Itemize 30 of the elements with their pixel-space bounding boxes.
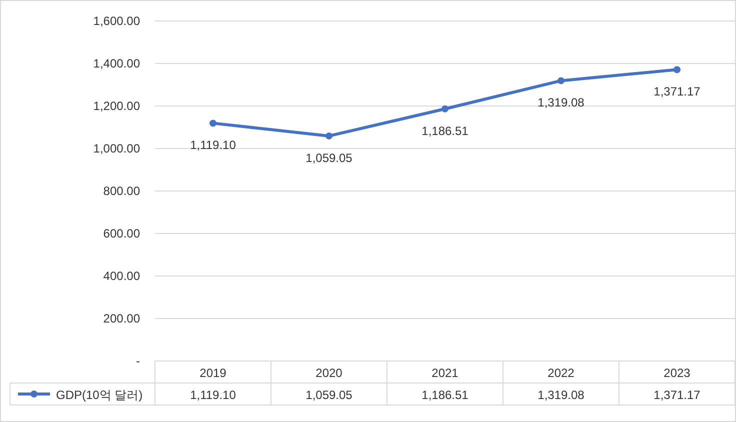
y-tick-label: - — [136, 354, 140, 368]
point — [210, 120, 216, 127]
x-tick-label: 2020 — [316, 366, 343, 380]
data-label: 1,186.51 — [422, 388, 469, 402]
point — [442, 105, 448, 112]
text: 1,059.05 — [306, 150, 352, 165]
x-tick-label: 2021 — [432, 366, 459, 380]
point — [558, 77, 564, 84]
y-tick-label: 600.00 — [103, 226, 140, 240]
y-tick-label: 1,000.00 — [93, 142, 140, 156]
data-label: 1,119.10 — [190, 388, 236, 402]
y-tick-label: 200.00 — [103, 312, 140, 326]
x-tick-label: 2019 — [200, 366, 227, 380]
y-tick-label: 1,600.00 — [93, 14, 140, 28]
x-tick-label: 2022 — [548, 366, 575, 380]
legend-label: GDP(10억 달러) — [56, 388, 143, 402]
text: 1,371.17 — [654, 84, 700, 99]
y-tick-label: 800.00 — [103, 184, 140, 198]
text: 1,186.51 — [422, 124, 468, 138]
y-tick-label: 1,400.00 — [93, 56, 140, 70]
point — [326, 132, 332, 140]
data-label: 1,371.17 — [654, 388, 701, 402]
text: 1,119.10 — [190, 138, 236, 152]
text: 1,319.08 — [538, 96, 584, 110]
data-label: 1,059.05 — [306, 388, 353, 402]
point — [674, 66, 680, 74]
y-tick-label: 400.00 — [103, 269, 140, 283]
x-tick-label: 2023 — [664, 366, 691, 380]
data-label: 1,319.08 — [538, 388, 585, 402]
y-tick-label: 1,200.00 — [93, 99, 140, 113]
